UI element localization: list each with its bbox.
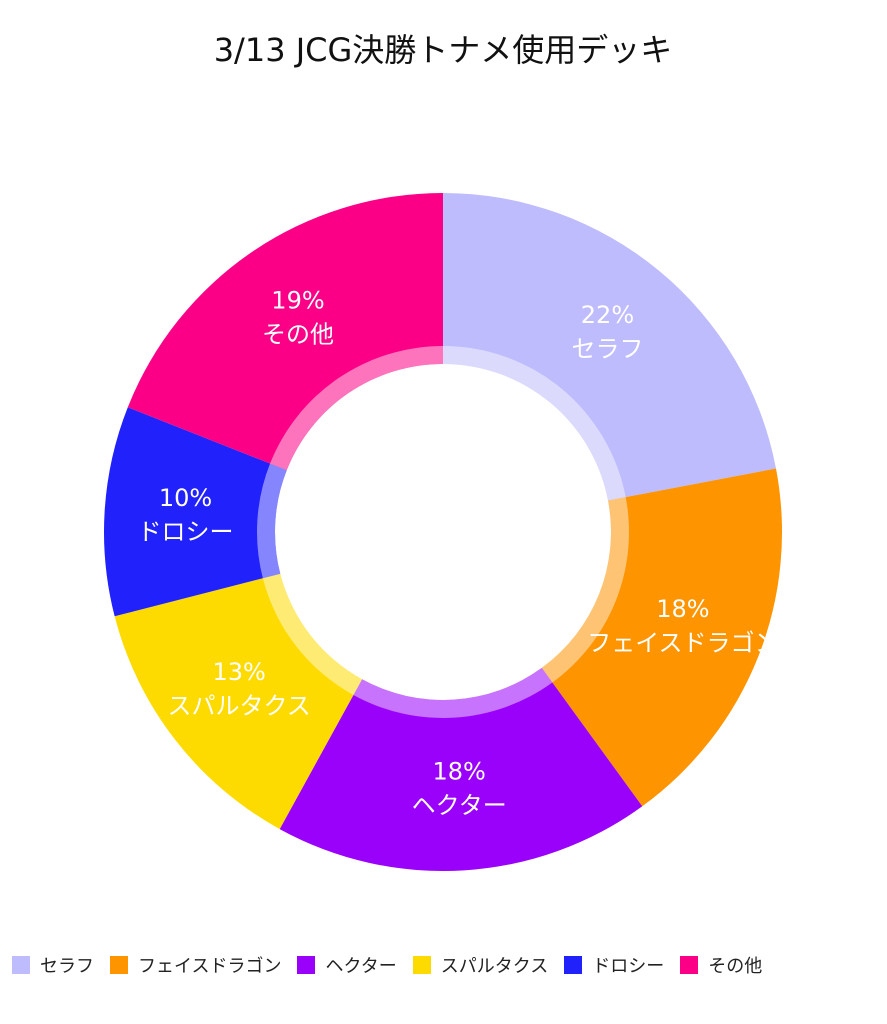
slice: [443, 193, 776, 501]
slice: [104, 407, 287, 617]
slice-label: ヘクター: [412, 791, 507, 819]
slice-label: その他: [262, 321, 334, 349]
legend-item: ドロシー: [564, 954, 665, 977]
legend-swatch: [412, 956, 431, 974]
slice: [541, 468, 782, 807]
legend-swatch: [110, 956, 128, 974]
value-label: 18%: [433, 757, 486, 785]
slice: [114, 573, 363, 830]
legend-item: その他: [680, 954, 763, 977]
inner-band: [270, 346, 443, 471]
inner-band: [262, 573, 363, 695]
legend-label: フェイスドラゴン: [138, 956, 282, 977]
chart: 3/13 JCG決勝トナメ使用デッキ 22% セラフ 18% フェイスドラゴン 18% ヘ…: [104, 31, 782, 871]
legend-swatch: [680, 956, 699, 974]
legend-swatch: [297, 956, 316, 974]
value-label: 19%: [271, 287, 324, 315]
chart-title: 3/13 JCG決勝トナメ使用デッキ: [214, 31, 673, 69]
legend-item: ヘクター: [297, 954, 397, 977]
slice-label: スパルタクス: [167, 692, 310, 720]
inner-band: [257, 463, 287, 579]
inner-band: [541, 497, 629, 683]
inner-band: [353, 667, 553, 718]
legend-item: スパルタクス: [412, 954, 549, 977]
legend-label: ドロシー: [592, 956, 665, 977]
legend-swatch: [564, 956, 583, 974]
inner-band: [443, 346, 626, 501]
legend-item: セラフ: [12, 954, 94, 977]
value-label: 22%: [581, 301, 634, 329]
legend-label: ヘクター: [325, 956, 397, 977]
value-label: 13%: [212, 658, 265, 686]
slice-label: ドロシー: [138, 518, 234, 546]
slice-label: フェイスドラゴン: [587, 629, 778, 657]
legend-label: その他: [708, 956, 763, 977]
value-label: 18%: [656, 595, 709, 623]
slice-label: セラフ: [571, 335, 643, 363]
slices: [104, 193, 782, 871]
legend-swatch: [12, 956, 30, 974]
legend-label: セラフ: [40, 956, 94, 977]
slice: [279, 667, 643, 871]
legend: セラフ フェイスドラゴン ヘクター スパルタクス ドロシー その他: [12, 954, 882, 977]
value-label: 10%: [159, 484, 212, 512]
legend-item: フェイスドラゴン: [110, 954, 282, 977]
slice: [127, 193, 443, 471]
legend-label: スパルタクス: [440, 956, 549, 977]
